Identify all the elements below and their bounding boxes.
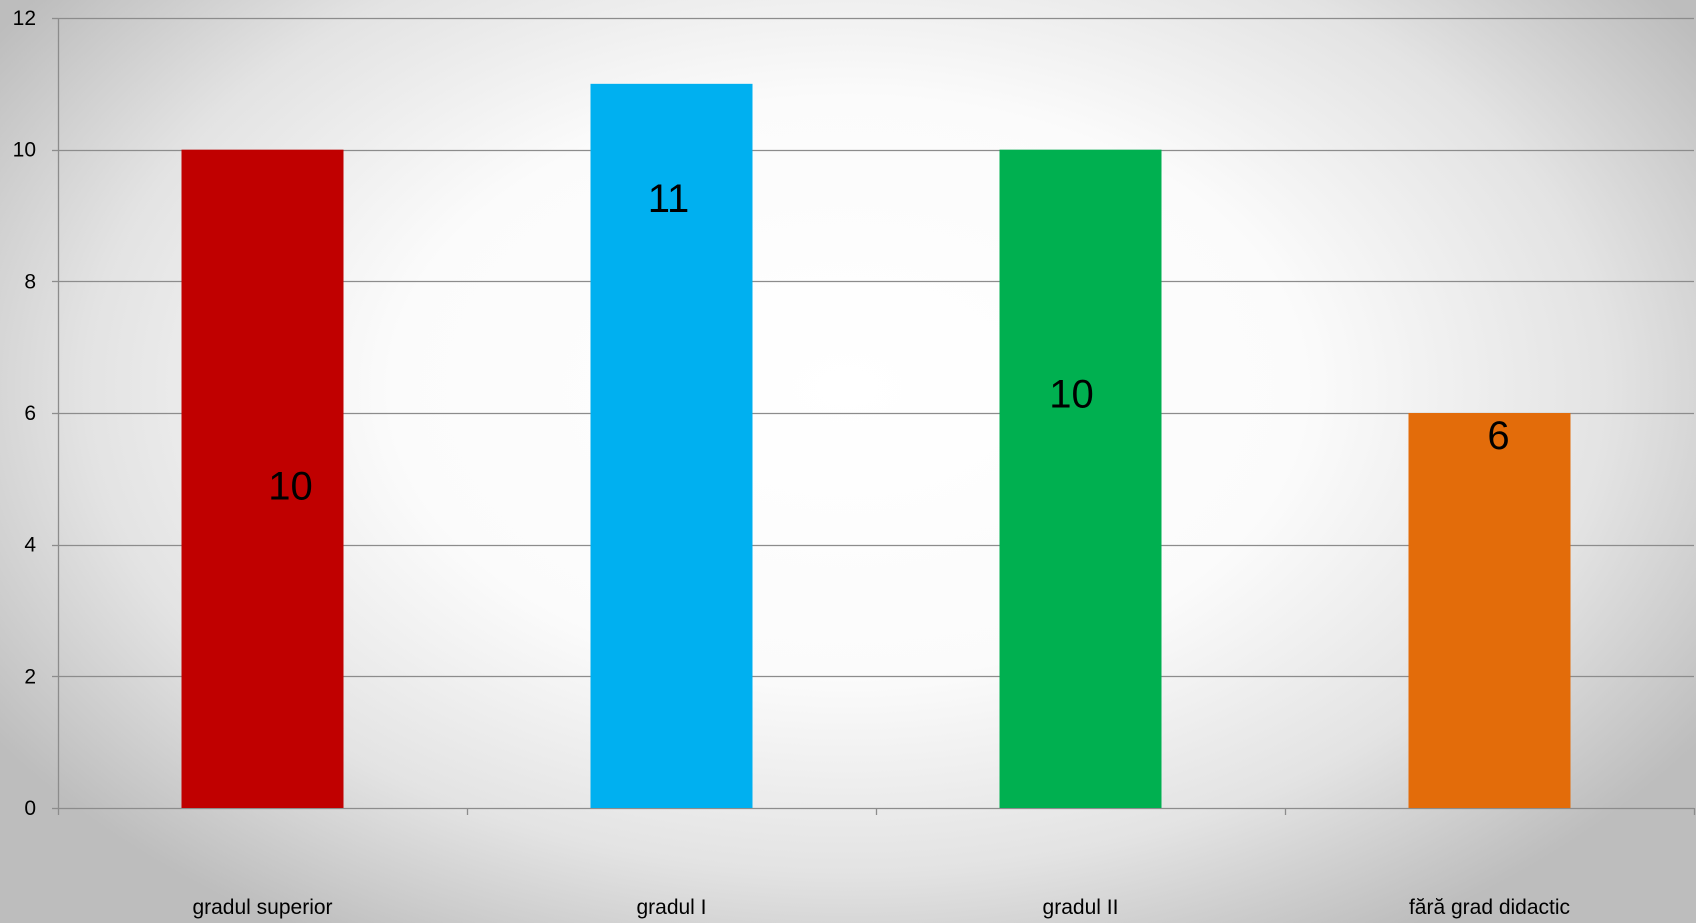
- data-labels: 10 11 10 6: [268, 177, 1509, 509]
- category-label: gradul I: [636, 896, 706, 919]
- y-axis-tick-labels: 0 2 4 6 8 10 12: [13, 7, 37, 820]
- y-tick-label: 10: [13, 139, 36, 162]
- bars: [181, 83, 1571, 809]
- y-tick-label: 4: [24, 534, 36, 557]
- data-label: 6: [1487, 414, 1509, 458]
- data-label: 10: [268, 464, 313, 508]
- bar-fără-grad-didactic: [1408, 413, 1571, 808]
- y-tick-label: 0: [24, 797, 36, 820]
- bar-gradul-ii: [999, 149, 1162, 808]
- data-label: 11: [648, 177, 690, 221]
- bar-gradul-i: [590, 83, 753, 809]
- category-label: gradul II: [1043, 896, 1119, 919]
- data-label: 10: [1049, 372, 1094, 416]
- bar-gradul-superior: [181, 149, 344, 808]
- axes: [52, 17, 1696, 815]
- y-tick-label: 8: [24, 270, 36, 293]
- y-tick-label: 2: [24, 665, 36, 688]
- y-tick-label: 6: [24, 402, 36, 425]
- x-axis-category-labels: gradul superior gradul I gradul II fără gra…: [192, 896, 1570, 919]
- y-tick-label: 12: [13, 7, 36, 30]
- category-label: gradul superior: [192, 896, 332, 919]
- category-label: fără grad didactic: [1409, 896, 1570, 919]
